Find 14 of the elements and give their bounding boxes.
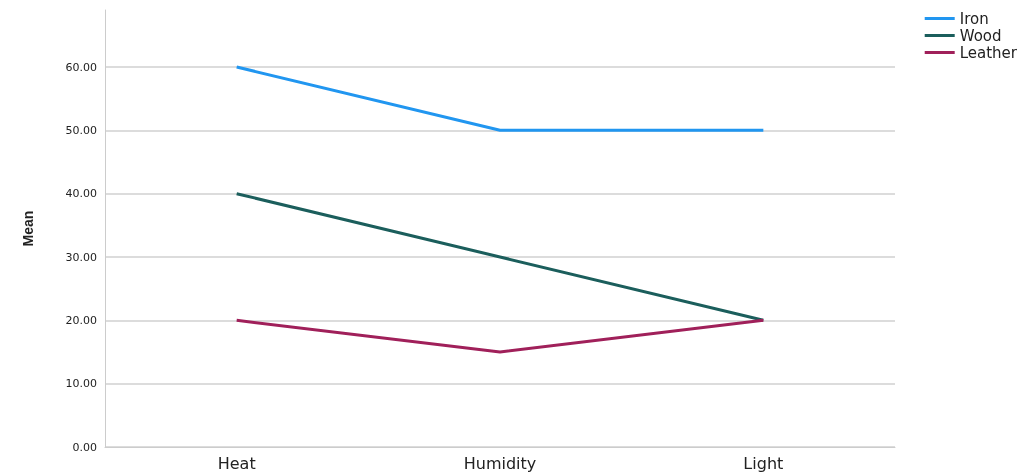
y-tick-label: 0.00 (72, 440, 97, 454)
x-tick-label: Heat (217, 453, 256, 473)
y-tick-label: 10.00 (65, 377, 97, 391)
y-tick-label: 20.00 (65, 313, 97, 327)
legend-label: Wood (959, 26, 1002, 45)
legend-label: Leather (959, 43, 1018, 62)
y-tick-label: 60.00 (65, 60, 97, 74)
y-tick-label: 50.00 (65, 123, 97, 137)
y-tick-label: 40.00 (65, 187, 97, 201)
x-tick-label: Light (743, 453, 784, 473)
legend-label: Iron (959, 9, 989, 28)
y-tick-label: 30.00 (65, 250, 97, 264)
x-tick-label: Humidity (463, 453, 537, 473)
y-axis-title: Mean (20, 210, 36, 247)
